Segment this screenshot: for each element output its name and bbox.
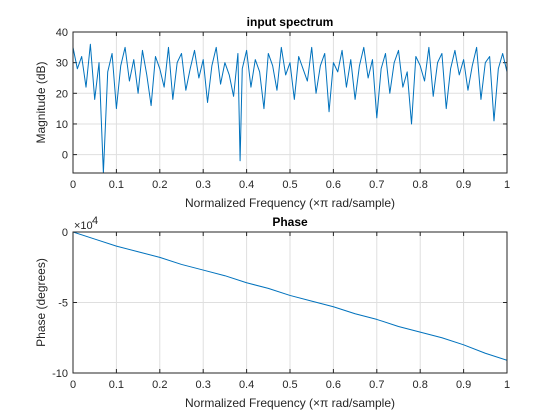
magnitude-x-tick-label: 0.5 <box>282 179 297 191</box>
phase-x-tick-label: 0.4 <box>239 379 254 391</box>
magnitude-x-tick-label: 1 <box>504 179 510 191</box>
magnitude-y-axis-label: Magnitude (dB) <box>34 61 48 143</box>
magnitude-y-tick-label: 30 <box>56 58 68 70</box>
phase-x-tick-label: 0.3 <box>196 379 211 391</box>
magnitude-x-tick-label: 0.9 <box>456 179 471 191</box>
phase-x-tick-label: 0.5 <box>282 379 297 391</box>
phase-axes-box <box>72 231 508 374</box>
magnitude-axes-box <box>72 31 508 174</box>
magnitude-y-tick-label: 20 <box>56 88 68 100</box>
phase-x-tick-label: 0.1 <box>109 379 124 391</box>
magnitude-x-tick-label: 0.4 <box>239 179 254 191</box>
phase-y-tick-label: -10 <box>52 368 68 380</box>
phase-x-axis-label: Normalized Frequency (×π rad/sample) <box>185 396 395 410</box>
phase-y-exponent: 4 <box>92 215 98 227</box>
phase-y-tick-label: 0 <box>62 227 68 239</box>
magnitude-x-tick-label: 0.7 <box>369 179 384 191</box>
magnitude-x-tick-label: 0 <box>70 179 76 191</box>
magnitude-title: input spectrum <box>247 15 334 29</box>
magnitude-x-axis-label: Normalized Frequency (×π rad/sample) <box>185 196 395 210</box>
magnitude-y-tick-label: 10 <box>56 119 68 131</box>
phase-y-tick-label: -5 <box>58 298 68 310</box>
magnitude-x-tick-label: 0.3 <box>196 179 211 191</box>
phase-x-tick-label: 0.8 <box>413 379 428 391</box>
magnitude-x-tick-label: 0.1 <box>109 179 124 191</box>
phase-title: Phase <box>272 215 308 229</box>
phase-x-tick-label: 0.6 <box>326 379 341 391</box>
phase-y-axis-label: Phase (degrees) <box>34 258 48 347</box>
magnitude-y-tick-label: 0 <box>62 150 68 162</box>
phase-series-line <box>73 232 507 361</box>
magnitude-series-line <box>73 43 507 173</box>
magnitude-y-tick-label: 40 <box>56 27 68 39</box>
phase-y-exponent-base: ×10 <box>74 220 93 232</box>
magnitude-axes: 0 0.1 0.2 0.3 0.4 0.5 0.6 0.7 0.8 0.9 1010203040in… <box>34 15 510 210</box>
phase-x-tick-label: 0.2 <box>152 379 167 391</box>
phase-x-tick-label: 0.9 <box>456 379 471 391</box>
phase-axes: 0 0.1 0.2 0.3 0.4 0.5 0.6 0.7 0.8 0.9 1 -10 -5 0 Phase… <box>34 215 510 410</box>
magnitude-x-tick-label: 0.6 <box>326 179 341 191</box>
phase-x-tick-label: 1 <box>504 379 510 391</box>
phase-x-tick-label: 0 <box>70 379 76 391</box>
magnitude-x-tick-label: 0.2 <box>152 179 167 191</box>
magnitude-x-tick-label: 0.8 <box>413 179 428 191</box>
phase-x-tick-label: 0.7 <box>369 379 384 391</box>
